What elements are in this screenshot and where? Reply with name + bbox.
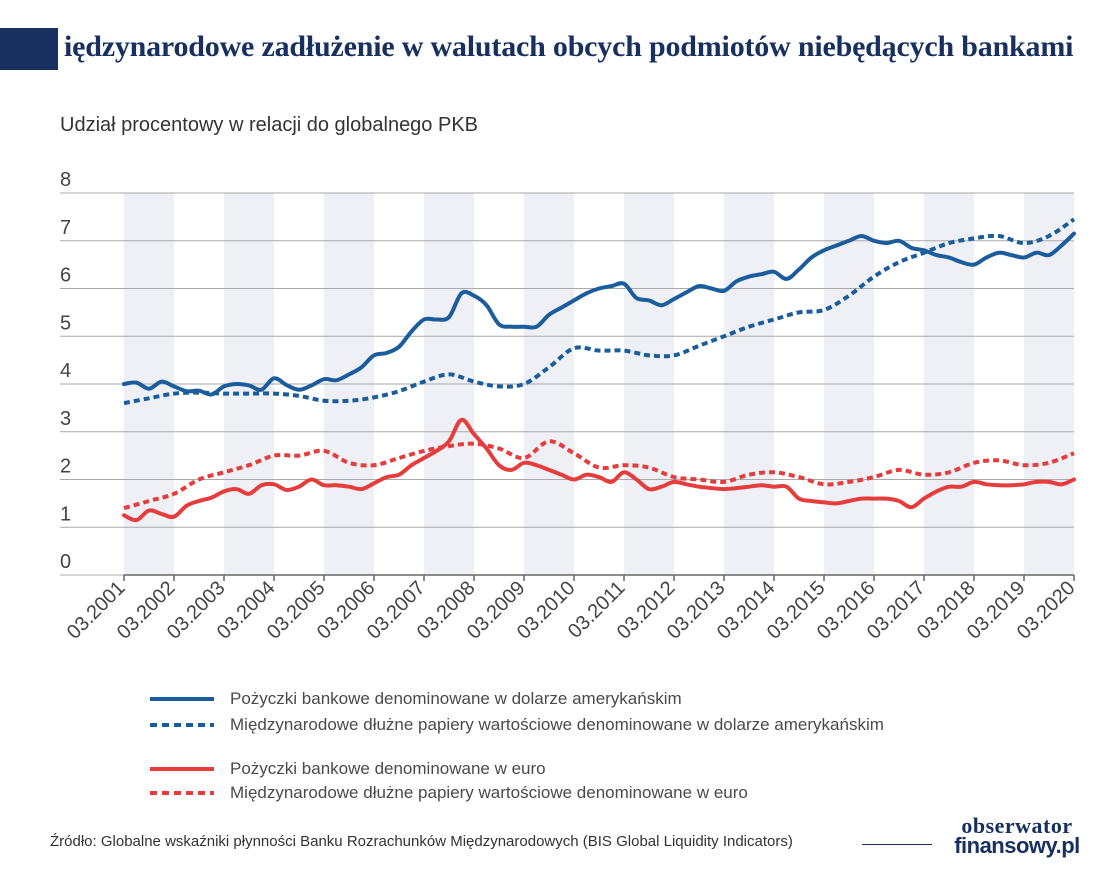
legend-swatch-usd-loans xyxy=(150,697,214,701)
legend-item-usd-securities: Międzynarodowe dłużne papiery wartościow… xyxy=(150,713,1050,737)
logo-line-1: obserwator xyxy=(961,813,1073,838)
series-line-1 xyxy=(122,231,1076,397)
series-lines xyxy=(122,217,1076,523)
series-line-3 xyxy=(122,417,1076,523)
legend-item-eur-loans: Pożyczki bankowe denominowane w euro xyxy=(150,757,1050,781)
legend-label: Międzynarodowe dłużne papiery wartościow… xyxy=(230,715,884,734)
legend-swatch-eur-securities xyxy=(150,791,214,795)
legend-swatch-eur-loans xyxy=(150,767,214,771)
x-axis: 03.200103.200203.200303.200403.200503.20… xyxy=(63,574,1080,644)
legend-swatch-usd-securities xyxy=(150,723,214,727)
logo-line-2: finansowy.pl xyxy=(954,833,1080,858)
legend-label: Międzynarodowe dłużne papiery wartościow… xyxy=(230,783,748,802)
y-tick-label: 2 xyxy=(60,456,71,478)
chart-subtitle: Udział procentowy w relacji do globalneg… xyxy=(60,114,479,136)
y-tick-label: 3 xyxy=(60,408,71,430)
legend-item-usd-loans: Pożyczki bankowe denominowane w dolarze … xyxy=(150,687,1050,711)
series-line-2 xyxy=(123,217,1076,406)
title-initial: M xyxy=(59,30,88,63)
legend-label: Pożyczki bankowe denominowane w dolarze … xyxy=(230,689,682,708)
legend-label: Pożyczki bankowe denominowane w euro xyxy=(230,759,546,778)
page-title: iędzynarodowe zadłużenie w walutach obcy… xyxy=(64,30,1074,63)
y-tick-label: 1 xyxy=(60,503,71,525)
y-tick-label: 8 xyxy=(60,169,71,191)
y-tick-labels: 0 1 2 3 4 5 6 7 8 xyxy=(60,169,71,573)
y-tick-label: 0 xyxy=(60,551,71,573)
brand-logo: obserwator finansowy.pl xyxy=(942,813,1092,858)
y-tick-label: 6 xyxy=(60,265,71,287)
y-tick-label: 7 xyxy=(60,217,71,239)
title-accent-block xyxy=(0,28,58,70)
source-note: Źródło: Globalne wskaźniki płynności Ban… xyxy=(50,833,793,850)
y-tick-label: 5 xyxy=(60,312,71,334)
series-line-4 xyxy=(123,439,1075,511)
y-tick-label: 4 xyxy=(60,360,71,382)
source-divider xyxy=(862,844,932,845)
legend-item-eur-securities: Międzynarodowe dłużne papiery wartościow… xyxy=(150,781,1050,805)
